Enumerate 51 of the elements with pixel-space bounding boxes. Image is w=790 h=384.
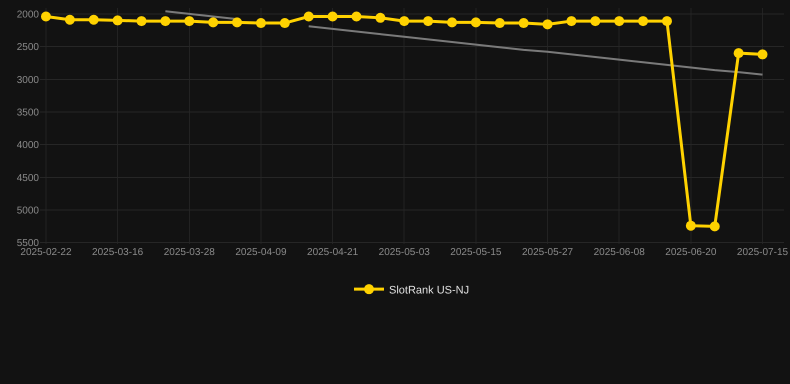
x-tick-label: 2025-05-15	[450, 247, 502, 258]
y-tick-label: 5500	[16, 238, 40, 250]
point	[328, 12, 338, 22]
x-tick-label: 2025-06-08	[594, 247, 646, 258]
x-tick-label: 2025-06-20	[665, 247, 717, 258]
point	[184, 16, 194, 26]
point	[470, 17, 481, 28]
x-tick-label: 2025-03-16	[92, 247, 144, 258]
point	[375, 12, 386, 23]
point	[351, 12, 362, 22]
point	[686, 220, 696, 231]
point	[614, 16, 624, 26]
x-tick-label: 2025-05-27	[522, 247, 574, 258]
point	[494, 18, 505, 28]
point	[423, 16, 434, 26]
y-tick-label: 4500	[16, 172, 40, 184]
y-tick-label: 3000	[16, 74, 40, 86]
x-tick-label: 2025-05-03	[378, 247, 430, 258]
legend-label: SlotRank US-NJ	[389, 284, 470, 296]
y-tick-label: 4000	[16, 140, 40, 152]
point	[40, 12, 51, 22]
point	[447, 17, 458, 28]
point	[566, 16, 576, 26]
point	[232, 17, 242, 28]
point	[542, 19, 553, 30]
point	[304, 12, 314, 22]
point	[758, 49, 768, 60]
point	[280, 18, 290, 28]
y-tick-label: 2000	[16, 9, 40, 20]
point	[64, 14, 75, 25]
point	[256, 18, 266, 28]
point	[638, 16, 648, 26]
point	[208, 17, 218, 28]
point	[399, 16, 410, 26]
x-tick-label: 2025-04-21	[307, 247, 359, 258]
point	[662, 16, 672, 26]
point	[112, 15, 123, 26]
x-tick-label: 2025-07-15	[736, 247, 789, 258]
y-tick-label: 5000	[16, 206, 40, 217]
point	[734, 48, 744, 58]
point	[160, 16, 170, 26]
point	[710, 221, 720, 232]
x-tick-label: 2025-02-22	[20, 247, 72, 258]
point	[136, 16, 147, 26]
y-tick-label: 3500	[16, 107, 40, 118]
x-tick-label: 2025-03-28	[164, 247, 216, 258]
point	[518, 18, 529, 28]
x-tick-label: 2025-04-09	[235, 247, 287, 258]
point	[590, 16, 600, 26]
y-tick-label: 2500	[16, 42, 40, 54]
point	[88, 14, 99, 25]
